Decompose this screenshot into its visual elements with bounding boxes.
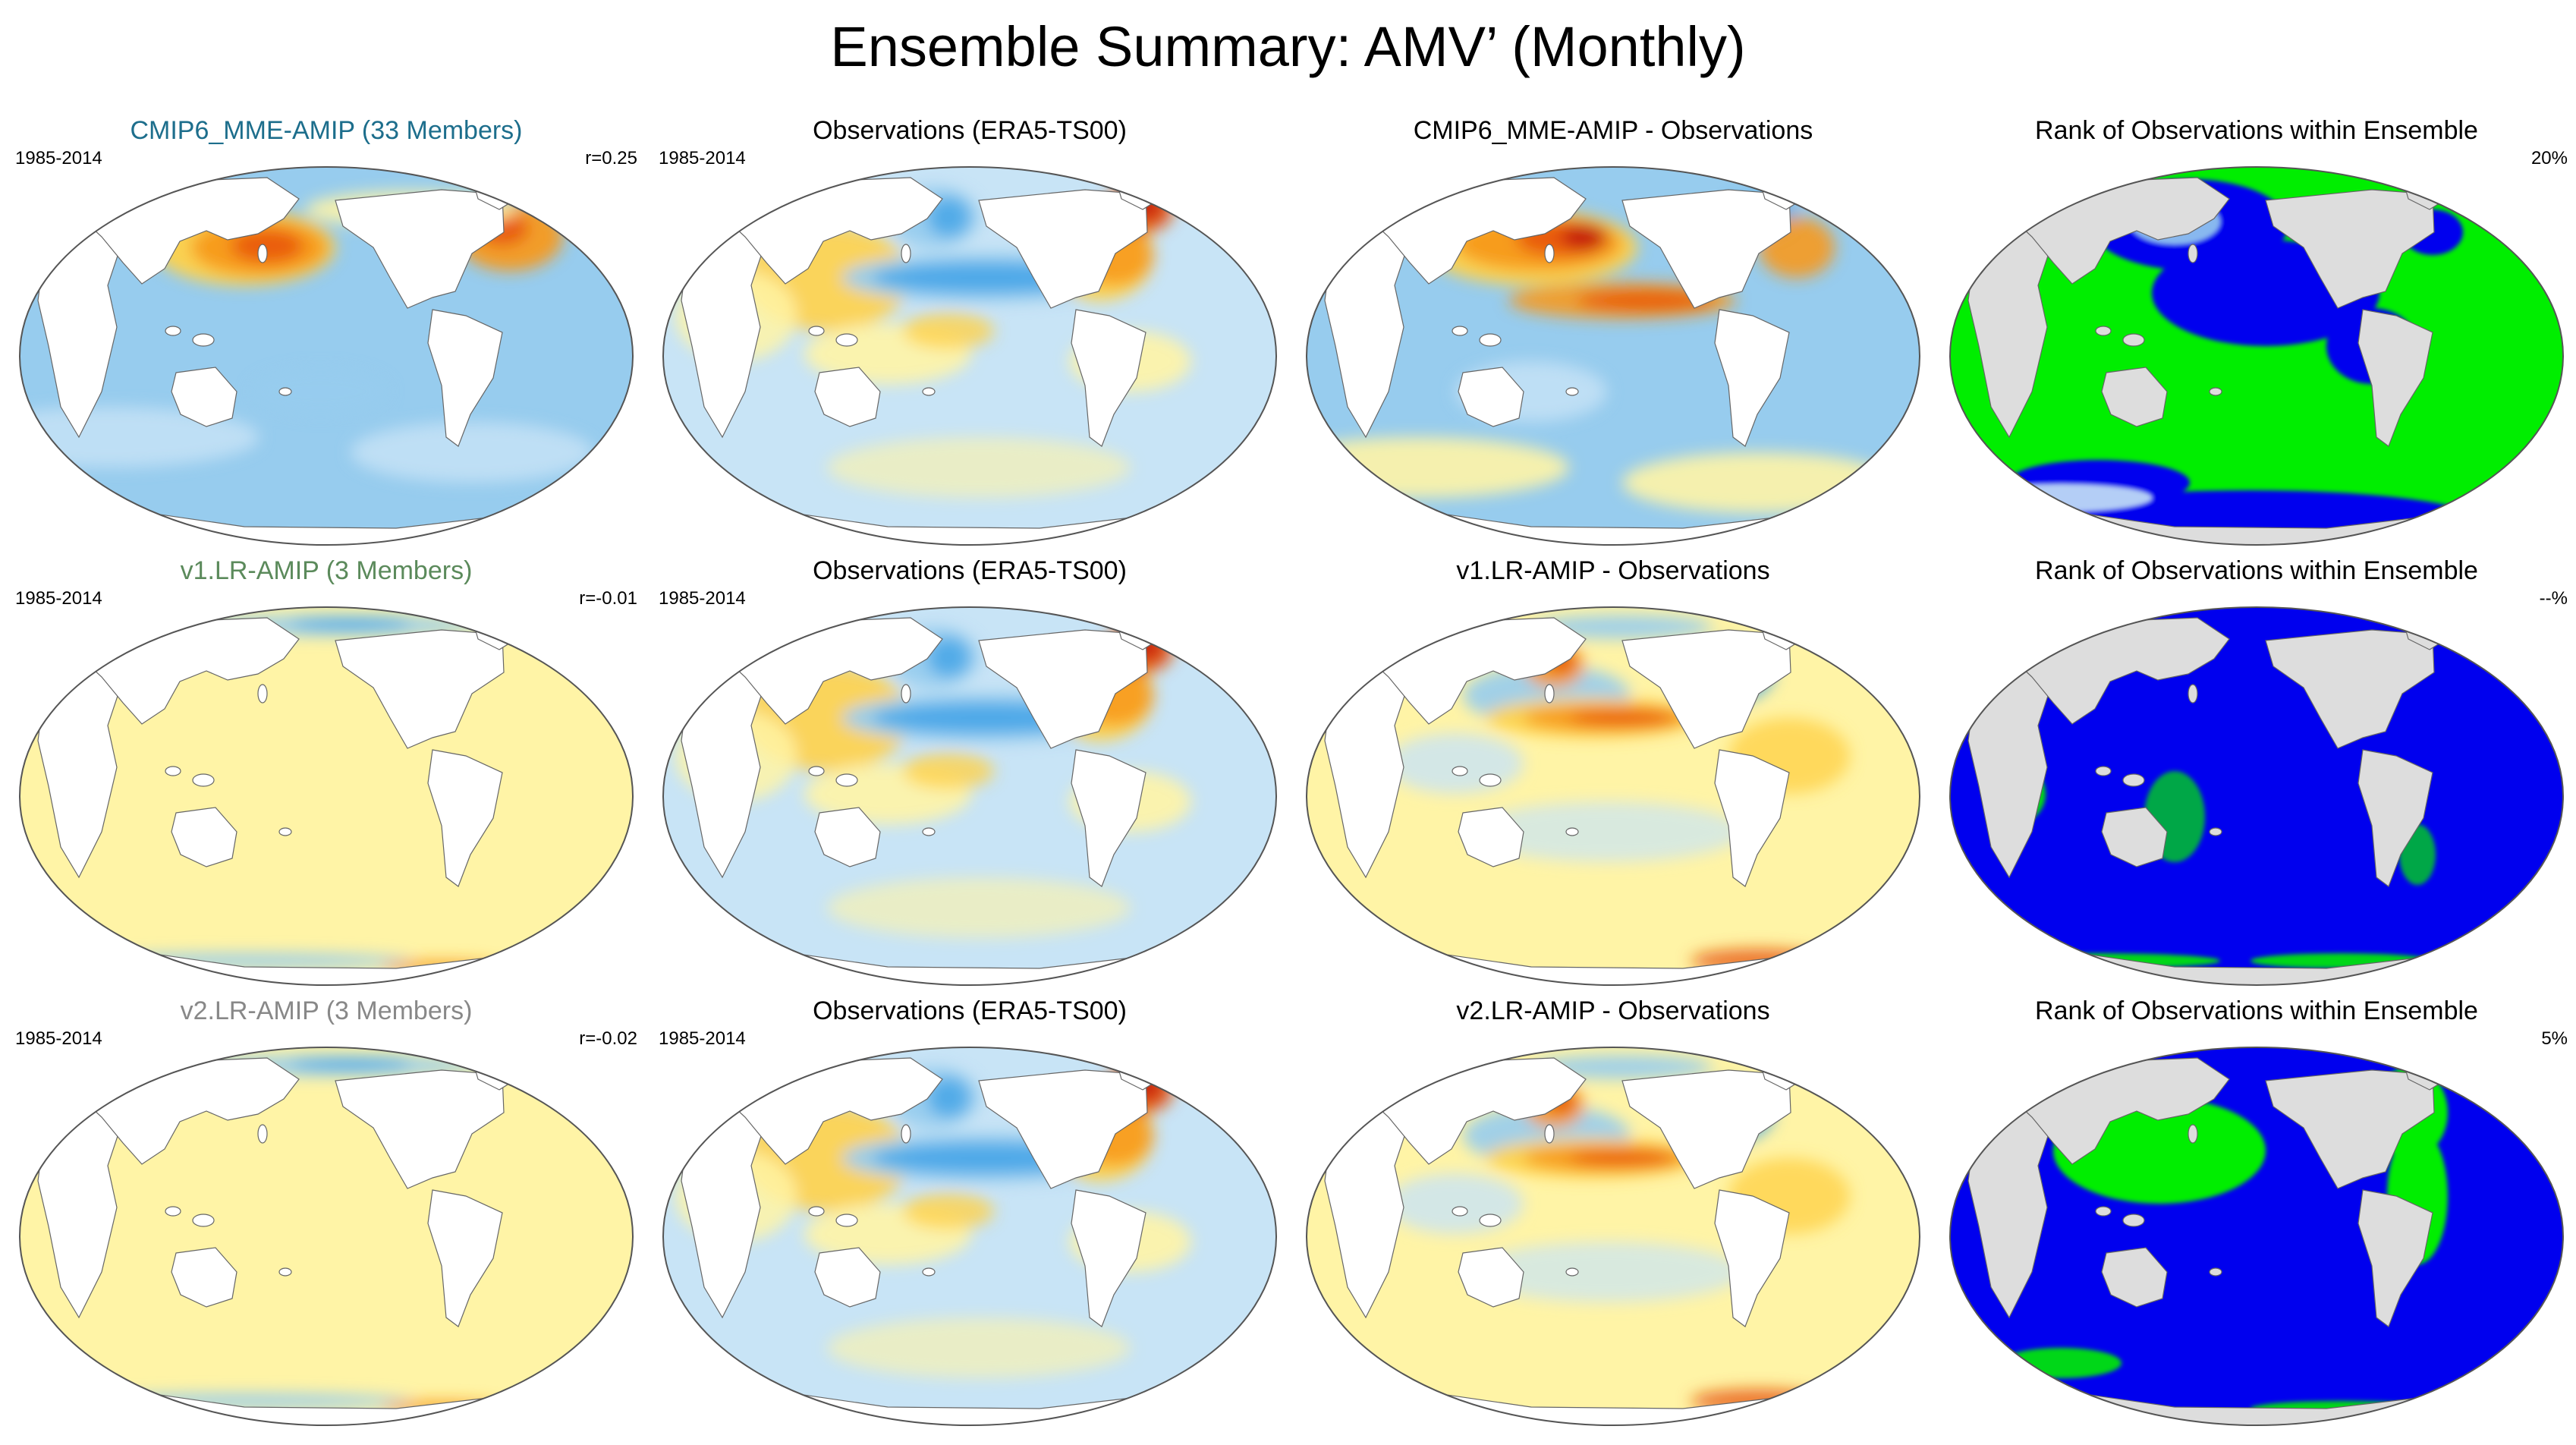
land-australia <box>814 367 881 427</box>
land-australia <box>171 807 237 867</box>
panel-title: v1.LR-AMIP - Observations <box>1456 556 1770 585</box>
period-label: 1985-2014 <box>15 588 102 609</box>
map-panel-r3c4: Rank of Observations within Ensemble 5% <box>1935 994 2576 1434</box>
map-panel-r2c1: v1.LR-AMIP (3 Members) 1985-2014 r=-0.01 <box>5 554 648 994</box>
correlation-label: r=0.25 <box>585 148 637 168</box>
panel-title: Rank of Observations within Ensemble <box>2035 556 2478 585</box>
land-samerica <box>1714 309 1790 447</box>
panel-title: v1.LR-AMIP (3 Members) <box>180 556 473 585</box>
land-islands <box>2095 1124 2222 1277</box>
land-australia <box>2101 1247 2168 1308</box>
map-panel-r1c3: CMIP6_MME-AMIP - Observations <box>1291 114 1935 554</box>
land-australia <box>2101 367 2168 427</box>
figure-title: Ensemble Summary: AMV’ (Monthly) <box>830 15 1746 78</box>
land-samerica <box>1071 749 1146 887</box>
map-panel-r1c2: Observations (ERA5-TS00) 1985-2014 <box>648 114 1291 554</box>
panel-title: v2.LR-AMIP - Observations <box>1456 996 1770 1025</box>
map-border <box>662 166 1277 546</box>
rank-percent-label: 5% <box>2541 1028 2568 1049</box>
correlation-label: r=-0.01 <box>579 588 637 609</box>
world-map <box>662 1047 1277 1426</box>
land-australia <box>171 367 237 427</box>
panel-title: Observations (ERA5-TS00) <box>813 996 1127 1025</box>
land-samerica <box>427 1189 503 1327</box>
map-border <box>1949 166 2564 546</box>
world-map <box>19 1047 634 1426</box>
land-islands <box>808 244 936 396</box>
land-samerica <box>2357 309 2433 447</box>
world-map <box>1949 1047 2564 1426</box>
land-islands <box>808 1124 936 1277</box>
land-islands <box>2095 244 2222 396</box>
rank-percent-label: 20% <box>2530 148 2568 168</box>
land-australia <box>814 1247 881 1308</box>
land-australia <box>171 1247 237 1308</box>
period-label: 1985-2014 <box>659 1028 746 1049</box>
panel-title: CMIP6_MME-AMIP - Observations <box>1413 116 1813 145</box>
correlation-label: r=-0.02 <box>579 1028 637 1049</box>
land-islands <box>808 684 936 836</box>
land-islands <box>1452 684 1579 836</box>
rank-percent-label: --% <box>2539 588 2568 609</box>
map-panel-r2c2: Observations (ERA5-TS00) 1985-2014 <box>648 554 1291 994</box>
land-islands <box>1452 1124 1579 1277</box>
land-samerica <box>1714 749 1790 887</box>
map-panel-r1c1: CMIP6_MME-AMIP (33 Members) 1985-2014 r=0.… <box>5 114 648 554</box>
land-islands <box>165 244 292 396</box>
land-islands <box>2095 684 2222 836</box>
world-map <box>1949 166 2564 546</box>
map-border <box>662 606 1277 986</box>
map-border <box>19 166 634 546</box>
panel-title: v2.LR-AMIP (3 Members) <box>180 996 473 1025</box>
panel-title: Observations (ERA5-TS00) <box>813 116 1127 145</box>
map-panel-r1c4: Rank of Observations within Ensemble 20% <box>1935 114 2576 554</box>
land-samerica <box>2357 749 2433 887</box>
land-samerica <box>427 749 503 887</box>
world-map <box>1306 166 1920 546</box>
period-label: 1985-2014 <box>659 148 746 168</box>
map-panel-r3c1: v2.LR-AMIP (3 Members) 1985-2014 r=-0.02 <box>5 994 648 1434</box>
land-islands <box>1452 244 1579 396</box>
panel-title: CMIP6_MME-AMIP (33 Members) <box>130 116 523 145</box>
world-map <box>19 166 634 546</box>
map-border <box>19 606 634 986</box>
world-map <box>1306 1047 1920 1426</box>
panel-title: Rank of Observations within Ensemble <box>2035 116 2478 145</box>
land-samerica <box>1071 1189 1146 1327</box>
land-samerica <box>2357 1189 2433 1327</box>
map-panel-r3c3: v2.LR-AMIP - Observations <box>1291 994 1935 1434</box>
map-panel-r3c2: Observations (ERA5-TS00) 1985-2014 <box>648 994 1291 1434</box>
land-australia <box>1458 807 1524 867</box>
panel-title: Rank of Observations within Ensemble <box>2035 996 2478 1025</box>
map-border <box>1306 1047 1920 1426</box>
land-australia <box>814 807 881 867</box>
map-panel-r2c3: v1.LR-AMIP - Observations <box>1291 554 1935 994</box>
world-map <box>662 606 1277 986</box>
map-border <box>662 1047 1277 1426</box>
land-australia <box>2101 807 2168 867</box>
map-border <box>1306 606 1920 986</box>
period-label: 1985-2014 <box>15 148 102 168</box>
period-label: 1985-2014 <box>15 1028 102 1049</box>
world-map <box>1306 606 1920 986</box>
land-samerica <box>427 309 503 447</box>
land-samerica <box>1071 309 1146 447</box>
land-australia <box>1458 1247 1524 1308</box>
map-panel-r2c4: Rank of Observations within Ensemble --% <box>1935 554 2576 994</box>
world-map <box>662 166 1277 546</box>
land-samerica <box>1714 1189 1790 1327</box>
land-islands <box>165 1124 292 1277</box>
map-border <box>1949 1047 2564 1426</box>
land-australia <box>1458 367 1524 427</box>
map-border <box>1949 606 2564 986</box>
world-map <box>19 606 634 986</box>
map-border <box>19 1047 634 1426</box>
map-border <box>1306 166 1920 546</box>
land-islands <box>165 684 292 836</box>
world-map <box>1949 606 2564 986</box>
period-label: 1985-2014 <box>659 588 746 609</box>
panel-title: Observations (ERA5-TS00) <box>813 556 1127 585</box>
